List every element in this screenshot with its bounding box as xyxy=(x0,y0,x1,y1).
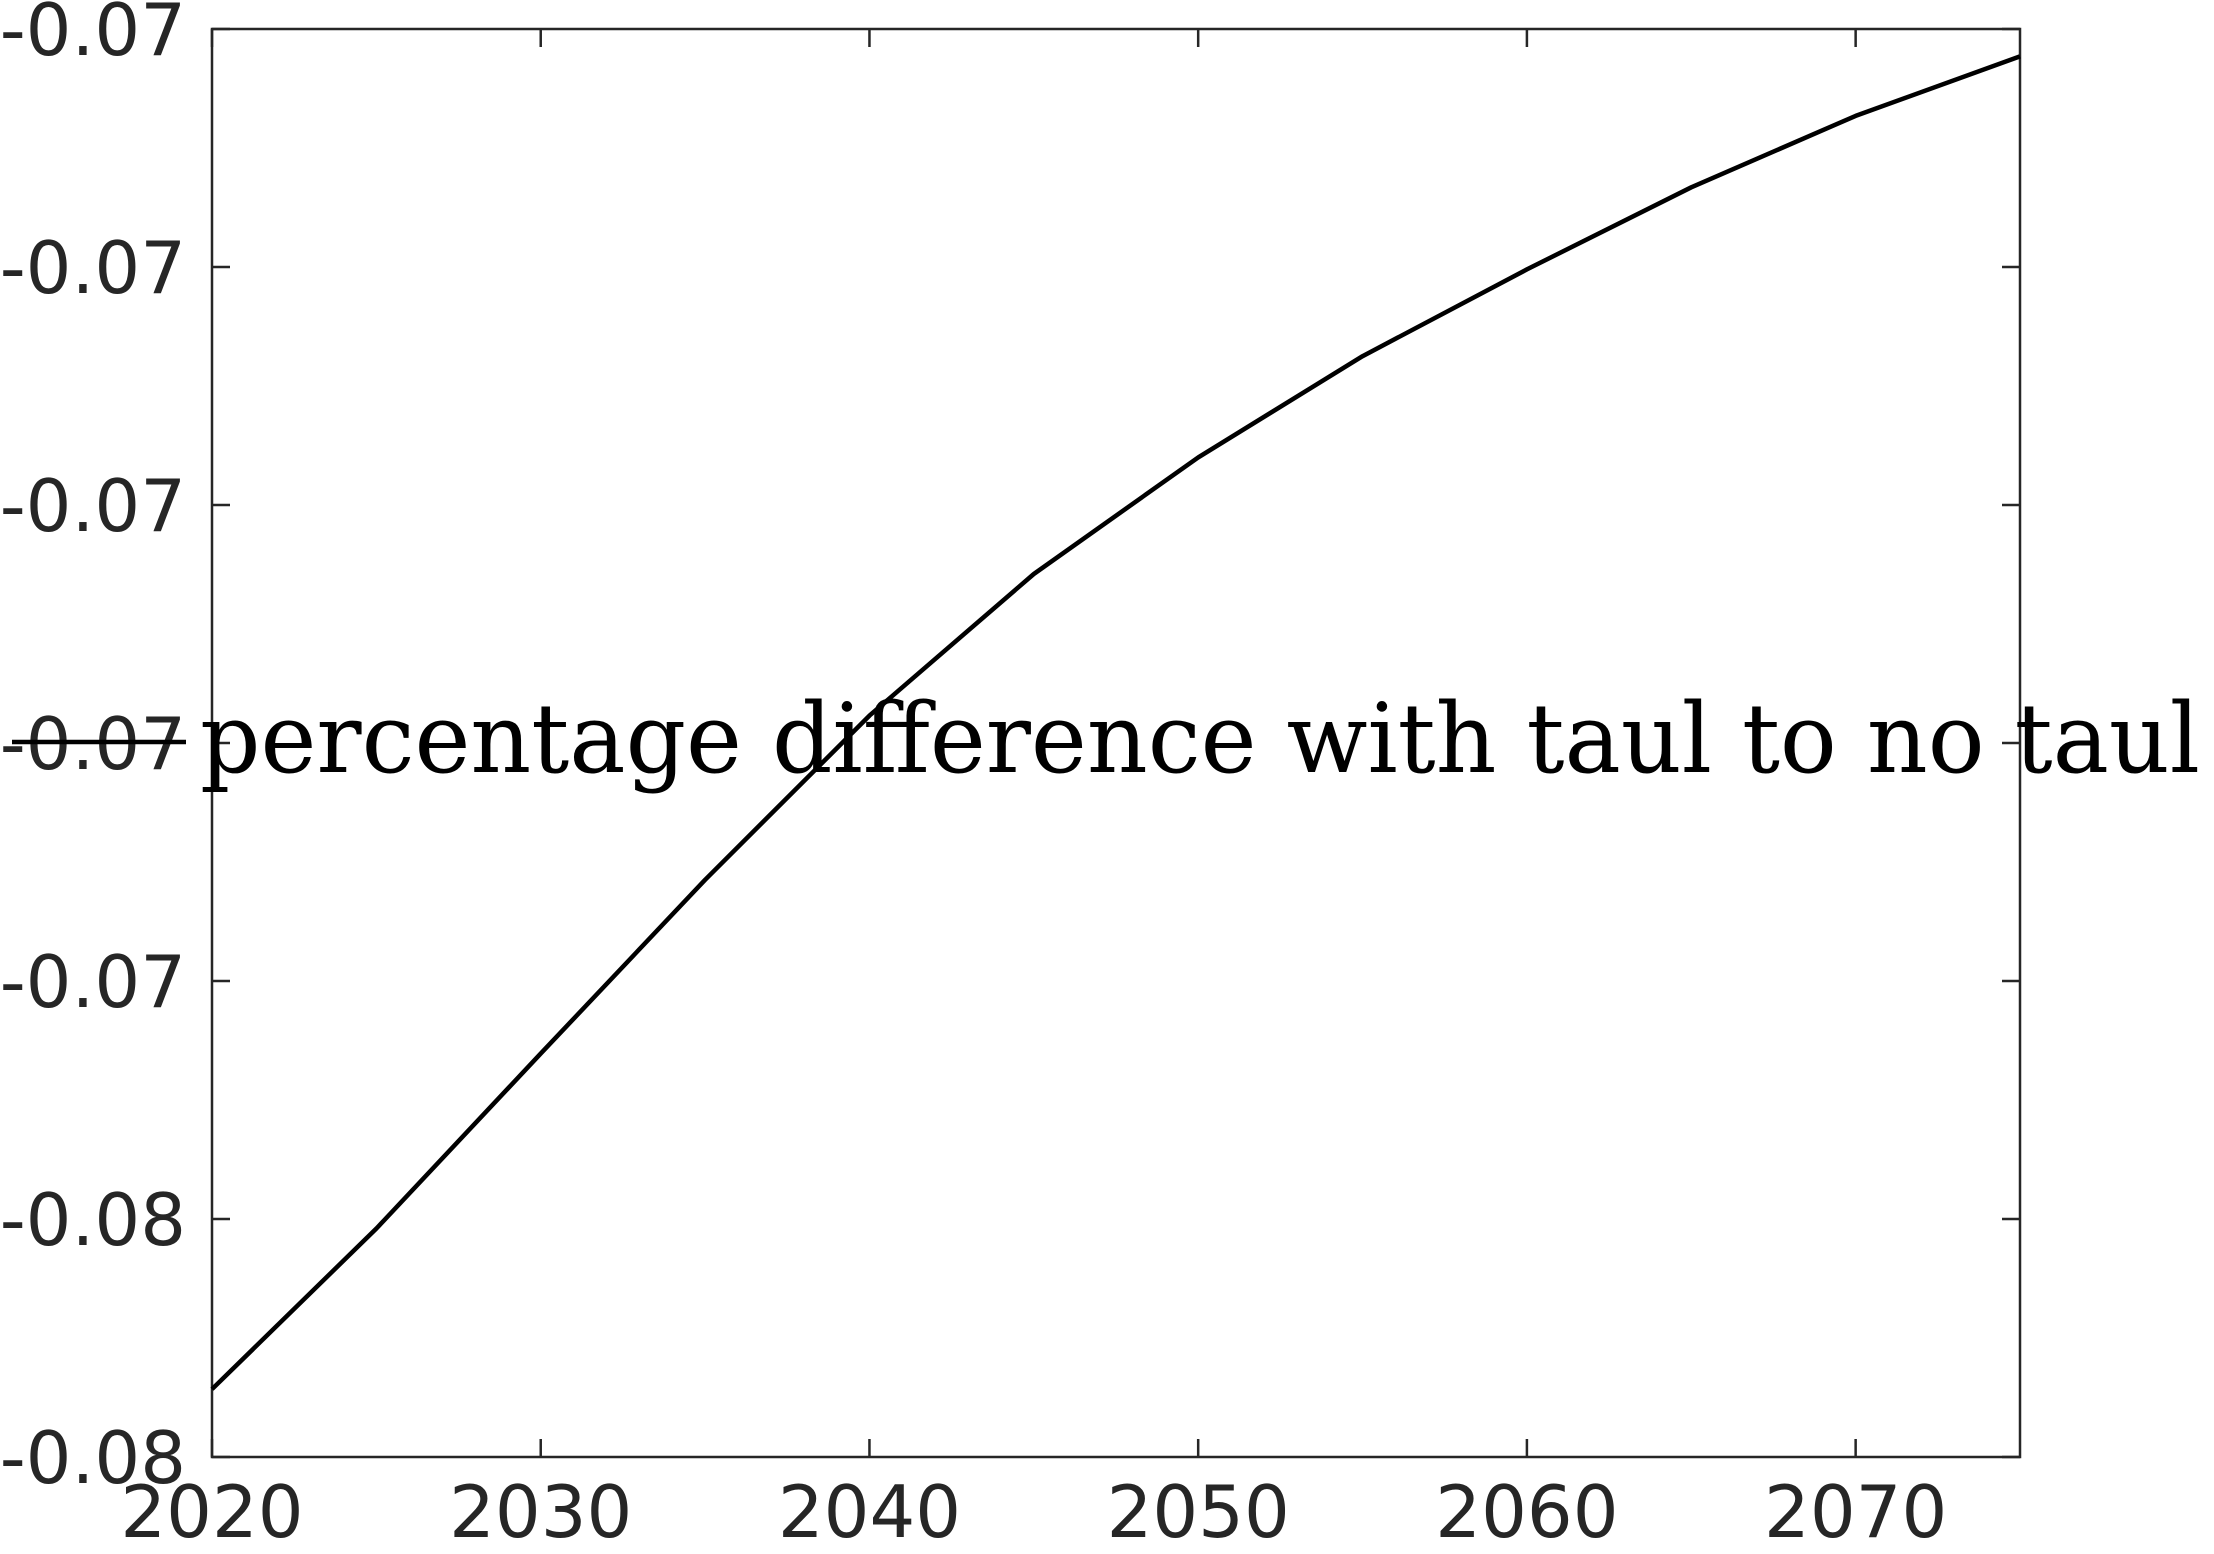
y-tick-label: -0.07 xyxy=(0,464,186,548)
series-line xyxy=(210,54,2021,1391)
y-tick-label: -0.07 xyxy=(0,226,186,310)
x-tick-label: 2040 xyxy=(778,1470,961,1554)
y-tick-label: -0.07 xyxy=(0,940,186,1024)
legend-label: percentage difference with taul to no ta… xyxy=(200,683,2200,795)
x-tick-label: 2020 xyxy=(120,1470,303,1554)
x-tick-label: 2070 xyxy=(1764,1470,1947,1554)
x-tick-labels: 2020 2030 2040 2050 2060 2070 xyxy=(120,1470,1947,1554)
y-tick-label: -0.07 xyxy=(0,0,186,72)
axis-ticks xyxy=(210,27,2020,1459)
plot-area xyxy=(210,27,2022,1459)
x-tick-label: 2060 xyxy=(1435,1470,1618,1554)
y-tick-label: -0.08 xyxy=(0,1416,186,1500)
y-tick-labels: -0.08-0.08-0.07-0.07-0.07-0.07-0.07 xyxy=(0,0,186,1500)
x-tick-label: 2030 xyxy=(449,1470,632,1554)
y-tick-label: -0.08 xyxy=(0,1178,186,1262)
x-tick-label: 2050 xyxy=(1107,1470,1290,1554)
legend: percentage difference with taul to no ta… xyxy=(12,683,2200,795)
